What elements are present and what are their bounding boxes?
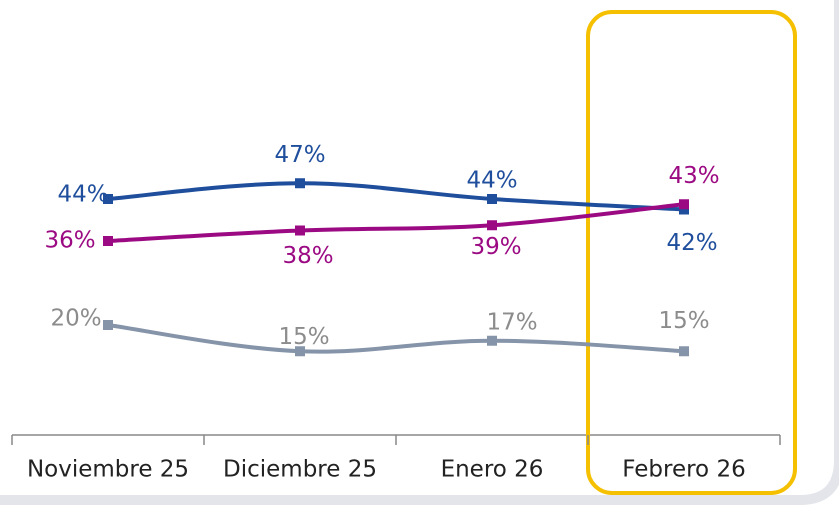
- point-marker: [487, 335, 497, 346]
- data-label: 17%: [486, 309, 537, 335]
- x-tick-label: Febrero 26: [622, 457, 745, 483]
- data-label: 39%: [470, 234, 521, 260]
- x-tick-label: Diciembre 25: [223, 457, 377, 483]
- x-tick-label: Enero 26: [441, 457, 544, 483]
- point-marker: [679, 346, 689, 357]
- data-label: 44%: [466, 168, 517, 194]
- series-line: [107, 181, 685, 212]
- point-marker: [487, 220, 497, 231]
- point-marker: [295, 178, 305, 189]
- point-marker: [679, 204, 689, 215]
- point-marker: [487, 194, 497, 204]
- point-marker: [103, 320, 113, 330]
- series-line: [107, 202, 685, 243]
- highlight-box: [586, 10, 797, 495]
- point-marker: [295, 225, 305, 236]
- data-label: 47%: [274, 142, 325, 168]
- data-label: 20%: [50, 306, 101, 332]
- data-label: 36%: [44, 228, 95, 254]
- data-label: 42%: [666, 230, 717, 256]
- data-label: 44%: [57, 182, 108, 208]
- data-label: 38%: [282, 243, 333, 269]
- data-label: 15%: [278, 324, 329, 350]
- x-tick-label: Noviembre 25: [27, 457, 189, 483]
- point-marker: [295, 346, 305, 357]
- point-marker: [103, 236, 113, 246]
- data-label: 15%: [658, 308, 709, 334]
- point-marker: [103, 194, 113, 204]
- data-label: 43%: [668, 163, 719, 189]
- series-line: [107, 323, 685, 354]
- point-marker: [679, 199, 689, 210]
